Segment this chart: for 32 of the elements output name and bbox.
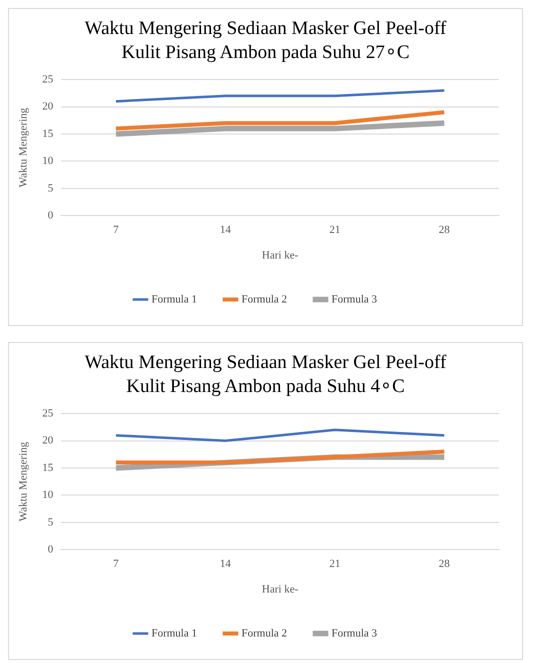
y-tick-label: 25 [42,407,54,420]
x-tick-label: 7 [113,224,120,236]
legend-label: Formula 2 [241,627,288,640]
y-tick-label: 25 [42,73,54,86]
y-tick-label: 5 [48,516,54,528]
y-tick-label: 20 [42,100,54,113]
x-tick-label: 7 [113,558,120,570]
x-tick-label: 21 [329,224,340,236]
y-axis-title: Waktu Mengering [17,441,30,522]
x-axis-title: Hari ke- [262,249,299,262]
x-axis-title: Hari ke- [262,583,299,596]
y-tick-label: 20 [42,434,54,447]
y-tick-label: 0 [48,209,54,222]
chart-title: Waktu Mengering Sediaan Masker Gel Peel-off Kulit Pisang Ambon pada Suhu 4∘C [84,351,448,399]
legend-label: Formula 1 [151,293,197,306]
legend-label: Formula 2 [241,293,288,306]
legend-label: Formula 1 [151,627,197,640]
y-tick-label: 15 [42,128,54,140]
legend-label: Formula 3 [332,627,378,640]
y-tick-label: 10 [42,155,54,168]
y-tick-label: 10 [42,489,54,502]
chart-title: Waktu Mengering Sediaan Masker Gel Peel-off Kulit Pisang Ambon pada Suhu 27∘C [84,17,448,65]
y-tick-label: 0 [48,543,54,556]
y-axis-title: Waktu Mengering [17,107,30,188]
x-tick-label: 14 [220,558,232,570]
y-tick-label: 15 [42,462,54,474]
x-tick-label: 28 [438,558,450,570]
x-tick-label: 14 [220,224,232,236]
legend-label: Formula 3 [332,293,378,306]
x-tick-label: 28 [438,224,450,236]
y-tick-label: 5 [48,182,54,194]
x-tick-label: 21 [329,558,340,570]
